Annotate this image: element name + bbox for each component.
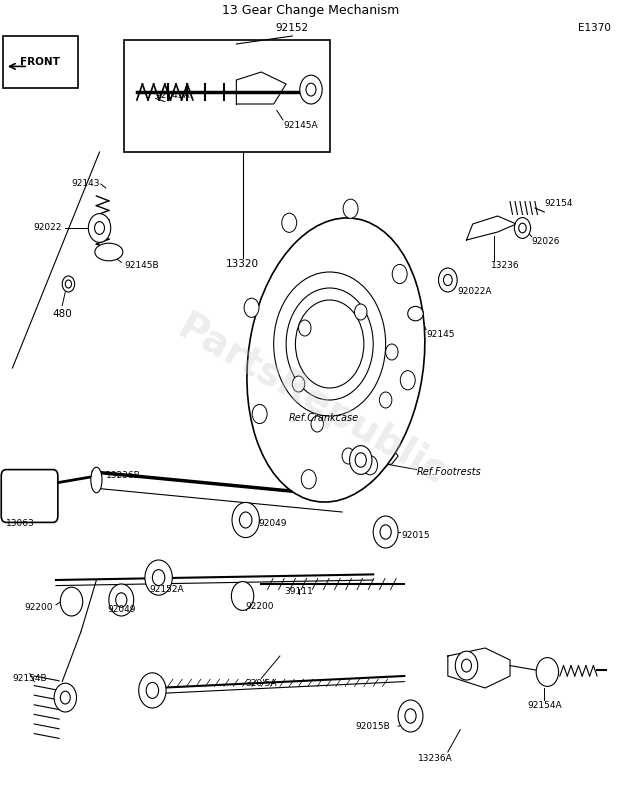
Text: PartsRepublic: PartsRepublic (170, 308, 452, 492)
Circle shape (95, 222, 104, 234)
Circle shape (373, 516, 398, 548)
Circle shape (295, 300, 364, 388)
Text: 92145: 92145 (426, 330, 455, 339)
Circle shape (462, 659, 471, 672)
Text: 92154B: 92154B (12, 674, 47, 683)
Circle shape (54, 683, 77, 712)
Circle shape (311, 416, 323, 432)
Text: 13063: 13063 (6, 519, 35, 529)
Circle shape (363, 456, 378, 475)
Ellipse shape (91, 467, 102, 493)
Text: 92143: 92143 (71, 179, 100, 189)
Circle shape (60, 691, 70, 704)
Circle shape (139, 673, 166, 708)
Text: 92049: 92049 (258, 519, 287, 529)
Text: 39111: 39111 (284, 587, 313, 597)
Text: Ref.Footrests: Ref.Footrests (417, 467, 481, 477)
Circle shape (306, 83, 316, 96)
Circle shape (355, 304, 367, 320)
Text: 92154A: 92154A (527, 701, 562, 710)
Ellipse shape (407, 306, 423, 321)
Circle shape (274, 272, 386, 416)
Circle shape (299, 320, 311, 336)
Text: 13320: 13320 (226, 259, 259, 269)
Circle shape (301, 470, 316, 489)
Circle shape (392, 264, 407, 283)
Circle shape (398, 700, 423, 732)
Circle shape (350, 446, 372, 474)
FancyBboxPatch shape (1, 470, 58, 522)
Text: 320'5A: 320'5A (246, 679, 277, 689)
Circle shape (401, 370, 415, 390)
Text: 92022: 92022 (34, 223, 62, 233)
Circle shape (292, 376, 305, 392)
Circle shape (145, 560, 172, 595)
Text: 92154: 92154 (544, 199, 573, 209)
Circle shape (386, 344, 398, 360)
Text: 92015: 92015 (401, 531, 430, 541)
Text: 92145B: 92145B (124, 261, 159, 270)
Circle shape (439, 268, 457, 292)
Circle shape (514, 218, 531, 238)
Ellipse shape (95, 243, 123, 261)
Circle shape (343, 199, 358, 218)
Text: 480: 480 (52, 309, 72, 318)
Circle shape (88, 214, 111, 242)
Circle shape (380, 525, 391, 539)
Text: 92152: 92152 (276, 23, 309, 33)
Circle shape (252, 404, 267, 424)
Circle shape (455, 651, 478, 680)
Circle shape (116, 593, 127, 607)
FancyBboxPatch shape (3, 36, 78, 88)
Text: 92145A: 92145A (156, 91, 190, 101)
Circle shape (300, 75, 322, 104)
Text: FRONT: FRONT (21, 58, 60, 67)
Circle shape (62, 276, 75, 292)
Circle shape (60, 587, 83, 616)
Text: 92015B: 92015B (356, 722, 391, 731)
Text: 92145A: 92145A (283, 121, 318, 130)
Text: 13236: 13236 (491, 261, 520, 270)
Text: 92049: 92049 (107, 605, 136, 614)
Circle shape (342, 448, 355, 464)
Text: 92152A: 92152A (149, 585, 184, 594)
Circle shape (232, 502, 259, 538)
Circle shape (355, 453, 366, 467)
Circle shape (65, 280, 72, 288)
Bar (124, 40, 330, 152)
Text: 92026: 92026 (532, 237, 560, 246)
Text: 92200: 92200 (246, 602, 274, 611)
Circle shape (109, 584, 134, 616)
Text: 92022A: 92022A (457, 287, 491, 297)
Circle shape (146, 682, 159, 698)
Text: 13 Gear Change Mechanism: 13 Gear Change Mechanism (223, 4, 399, 17)
Text: 13236A: 13236A (418, 754, 453, 763)
Circle shape (244, 298, 259, 318)
Circle shape (379, 392, 392, 408)
Circle shape (443, 274, 452, 286)
Text: 92200: 92200 (24, 603, 53, 613)
Circle shape (152, 570, 165, 586)
Circle shape (405, 709, 416, 723)
Circle shape (536, 658, 559, 686)
Text: Ref.Crankcase: Ref.Crankcase (289, 413, 358, 422)
Text: E1370: E1370 (578, 23, 611, 33)
Circle shape (519, 223, 526, 233)
Circle shape (286, 288, 373, 400)
Circle shape (239, 512, 252, 528)
Ellipse shape (247, 218, 425, 502)
Text: 13236B: 13236B (106, 471, 141, 481)
Circle shape (231, 582, 254, 610)
Circle shape (282, 213, 297, 232)
